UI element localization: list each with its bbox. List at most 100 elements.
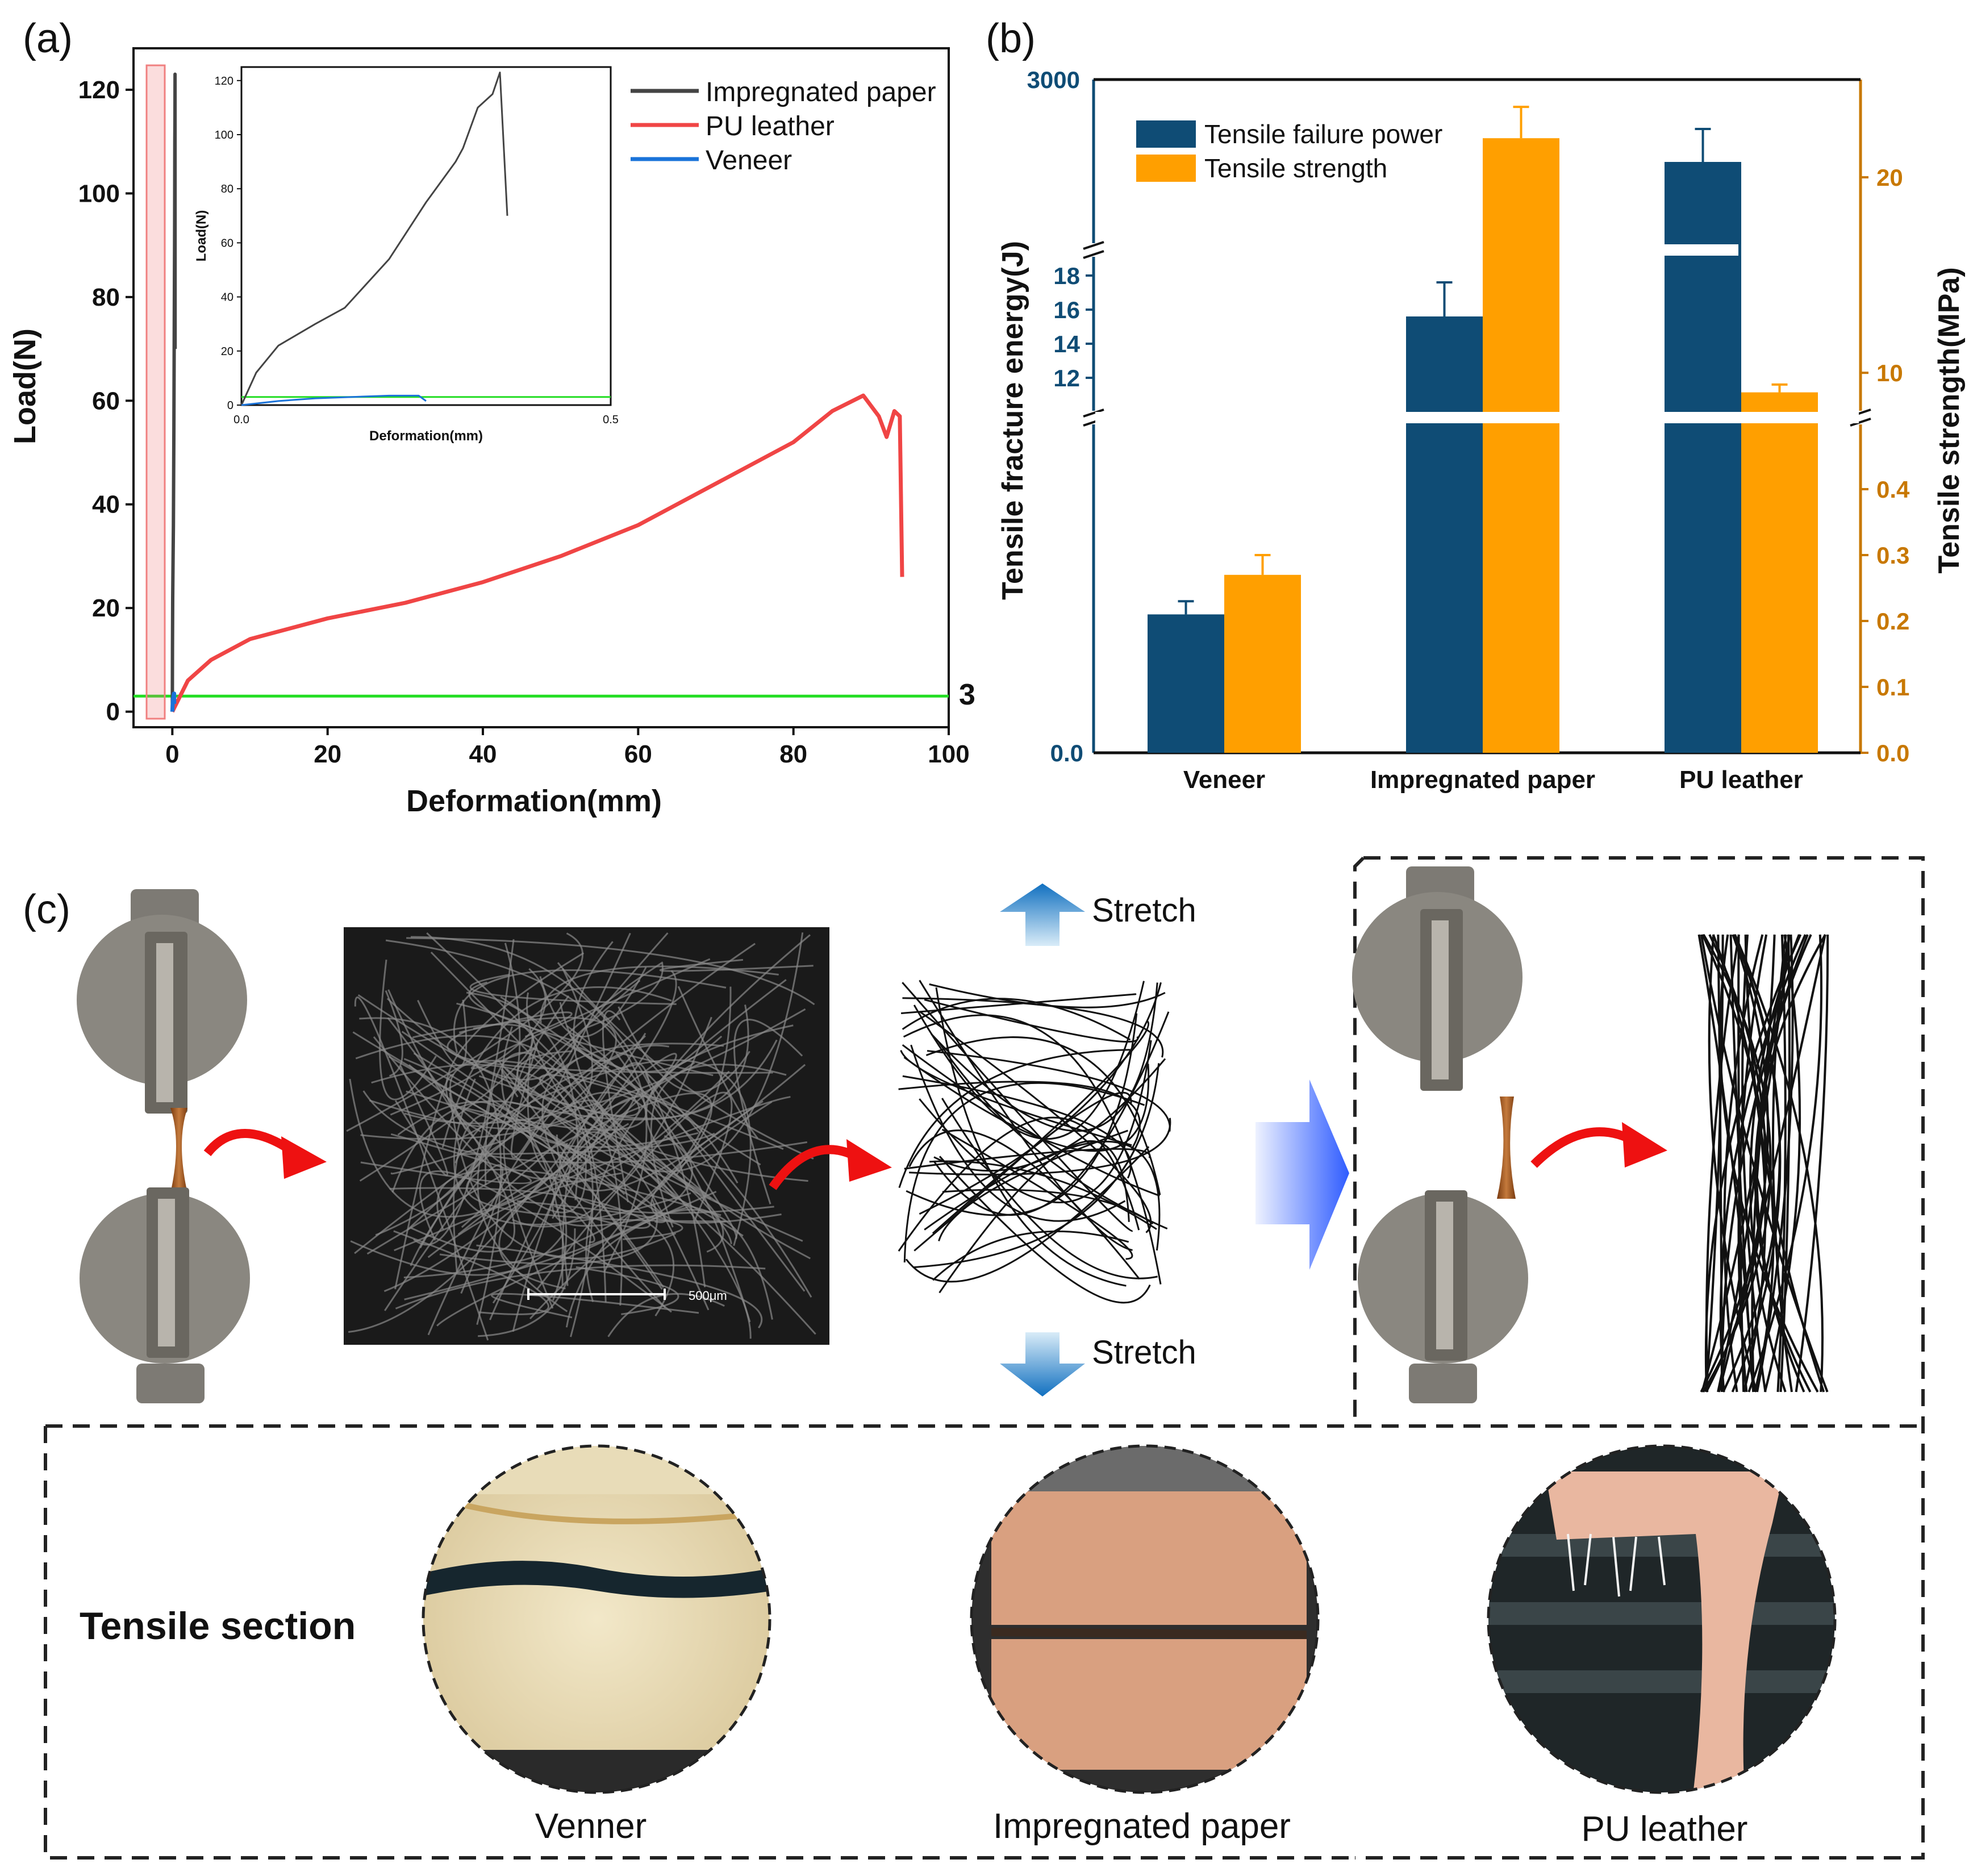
sem-fiber	[436, 1169, 721, 1230]
tangled-fiber	[929, 983, 1166, 1008]
sem-fiber	[497, 932, 804, 1173]
plot-b: 0.0 12 14 16 18 3000 0.0 0.1 0.2 0.3 0.4 10 20 Veneer…	[1027, 66, 1910, 794]
tangled-fiber	[903, 1056, 1150, 1152]
left-tick-label-b: 3000	[1027, 66, 1080, 93]
tangled-fiber	[938, 1156, 1151, 1304]
x-category-label-b: PU leather	[1679, 766, 1803, 794]
bar-break-band-pu	[1659, 244, 1738, 256]
inset-y-label: Load(N)	[194, 210, 209, 262]
stretched-fiber	[1747, 934, 1822, 1393]
sem-fiber	[385, 990, 403, 1077]
sem-fiber	[659, 958, 814, 972]
axis-break-mark	[1083, 250, 1104, 259]
sem-fiber	[457, 1177, 557, 1304]
tensile-fixture-illustration-1	[77, 889, 250, 1403]
x-category-label-b: Veneer	[1183, 766, 1265, 794]
sem-fiber	[512, 1016, 712, 1228]
sem-fiber	[650, 1064, 787, 1228]
sem-fiber	[477, 961, 664, 1312]
right-tick-label-b: 0.1	[1876, 674, 1909, 701]
x-tick-label-a: 100	[928, 740, 969, 768]
stretched-fiber	[1731, 934, 1782, 1393]
tangled-fiber	[919, 1011, 1152, 1233]
sem-fiber	[394, 1074, 454, 1290]
sem-fiber	[552, 979, 787, 1227]
sem-fiber	[485, 1052, 609, 1186]
sem-fiber	[359, 1023, 535, 1182]
sem-fiber	[436, 1190, 717, 1327]
sem-fiber	[393, 1230, 549, 1315]
sem-fiber	[354, 1099, 604, 1254]
sem-fiber	[585, 934, 811, 1302]
legend-swatch-energy	[1136, 120, 1196, 148]
red-arrowhead-2	[846, 1139, 892, 1182]
stretched-fiber	[1779, 934, 1791, 1393]
sem-fiber	[500, 1068, 663, 1290]
inset-y-tick-label: 60	[221, 237, 233, 249]
series-veneer-line	[170, 691, 177, 712]
transition-arrow-icon	[1255, 1079, 1349, 1270]
sem-fiber	[403, 986, 732, 1278]
inset-lines	[240, 72, 611, 406]
sem-fiber	[468, 981, 714, 1077]
inset-x-tick-label: 0.5	[603, 414, 619, 426]
sem-fibers	[346, 932, 816, 1341]
sem-fiber	[469, 973, 677, 1005]
y-tick-label-a: 60	[92, 387, 120, 415]
stretch-arrow-down-icon	[1000, 1332, 1085, 1396]
sem-fiber	[602, 1010, 629, 1203]
plot-a-axes: 0 20 40 60 80 100 0 20 40 60 80 100 120	[78, 76, 970, 768]
left-tick-label-b: 12	[1053, 365, 1080, 391]
dashed-frame-bottom	[44, 1424, 1923, 1860]
scale-bar-label: 500μm	[689, 1289, 727, 1303]
sem-fiber	[395, 1264, 766, 1310]
left-tick-label-b: 16	[1053, 297, 1080, 323]
right-tick-label-b: 0.0	[1876, 740, 1909, 766]
x-axis-label-a: Deformation(mm)	[406, 784, 662, 818]
sem-fiber	[557, 1085, 607, 1303]
inset-y-tick-label: 0	[227, 399, 233, 412]
x-tick-label-a: 0	[165, 740, 179, 768]
x-tick-label-a: 60	[624, 740, 652, 768]
sem-fiber	[565, 1101, 773, 1328]
inset-axes: 0.0 0.5 0 20 40 60 80 100 120	[215, 75, 619, 426]
inset-x-label: Deformation(mm)	[369, 428, 483, 444]
tangled-fiber	[941, 1128, 1133, 1260]
tangled-fiber	[898, 1116, 1140, 1252]
bar-break-band	[1095, 412, 1859, 423]
sem-fiber	[454, 1025, 648, 1131]
sem-fiber	[403, 1058, 568, 1301]
veneer-fracture-photo	[422, 1444, 771, 1794]
left-tick-label-b: 0.0	[1050, 740, 1083, 766]
stretched-fiber	[1737, 934, 1745, 1393]
stretched-fiber	[1700, 934, 1829, 1393]
sem-fiber	[511, 1004, 749, 1121]
series-impregnated-line	[170, 72, 177, 712]
sem-fiber	[540, 965, 779, 1023]
axis-break-mark	[1083, 408, 1104, 418]
inset-y-tick-label: 120	[215, 75, 233, 87]
sem-fiber	[590, 1100, 732, 1244]
x-tick-label-a: 40	[469, 740, 497, 768]
tangled-fiber	[913, 1063, 1160, 1269]
panel-a-label: (a)	[23, 16, 73, 61]
sem-fiber	[406, 937, 815, 1006]
sem-fiber	[427, 1172, 622, 1258]
sem-fiber	[362, 1090, 808, 1164]
y-tick-label-a: 80	[92, 284, 120, 311]
legend-label-impregnated: Impregnated paper	[706, 77, 936, 107]
legend-label-strength: Tensile strength	[1204, 153, 1387, 183]
caption-impregnated-paper: Impregnated paper	[993, 1807, 1291, 1846]
right-tick-label-b: 10	[1876, 360, 1903, 386]
sem-fiber	[386, 998, 581, 1081]
tangled-fiber	[942, 1189, 1154, 1225]
tangled-fiber	[925, 1036, 1161, 1195]
tangled-fiber	[902, 1075, 1132, 1179]
tangled-fiber	[904, 1148, 1151, 1170]
sem-fiber	[516, 1050, 803, 1242]
impregnated-paper-fracture-photo	[970, 1444, 1320, 1794]
sem-fiber	[458, 1011, 573, 1038]
sem-fiber	[354, 996, 489, 1341]
x-tick-label-a: 20	[314, 740, 341, 768]
